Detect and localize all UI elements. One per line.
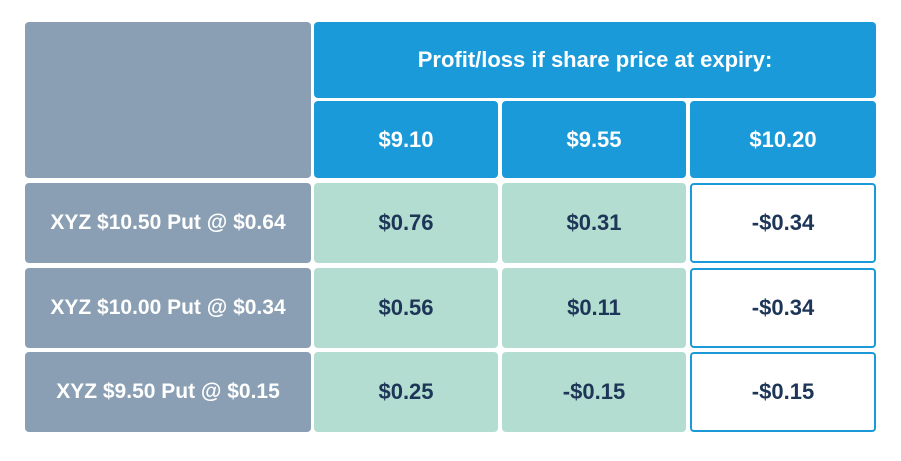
table-corner bbox=[25, 22, 311, 178]
table-cell: -$0.15 bbox=[502, 352, 686, 432]
table-cell: $0.56 bbox=[314, 268, 498, 348]
table-cell: -$0.34 bbox=[690, 183, 876, 263]
table-cell: $0.31 bbox=[502, 183, 686, 263]
table-cell: -$0.34 bbox=[690, 268, 876, 348]
table-cell: $0.76 bbox=[314, 183, 498, 263]
row-label-1: XYZ $10.50 Put @ $0.64 bbox=[25, 183, 311, 263]
table-cell: $0.11 bbox=[502, 268, 686, 348]
table-cell: $0.25 bbox=[314, 352, 498, 432]
header-title: Profit/loss if share price at expiry: bbox=[314, 22, 876, 98]
price-header-1: $9.10 bbox=[314, 101, 498, 178]
row-label-3: XYZ $9.50 Put @ $0.15 bbox=[25, 352, 311, 432]
price-header-2: $9.55 bbox=[502, 101, 686, 178]
row-label-2: XYZ $10.00 Put @ $0.34 bbox=[25, 268, 311, 348]
price-header-3: $10.20 bbox=[690, 101, 876, 178]
table-cell: -$0.15 bbox=[690, 352, 876, 432]
